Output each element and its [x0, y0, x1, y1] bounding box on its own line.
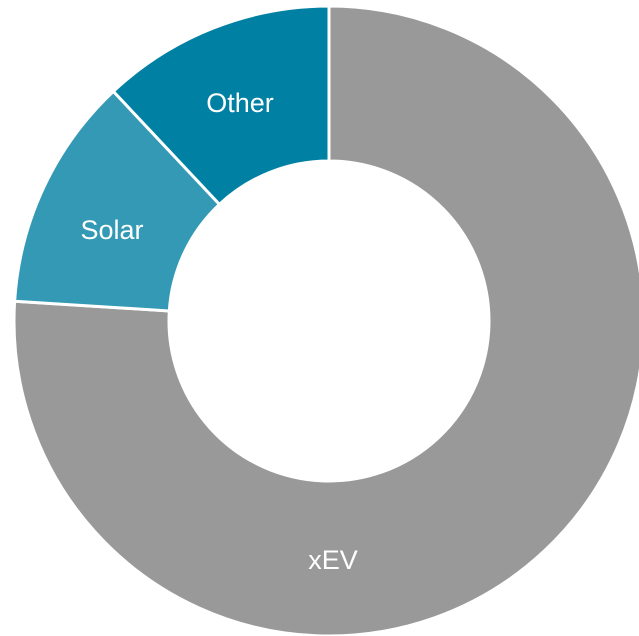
donut-slice: [111, 4, 331, 207]
slice-label: Solar: [80, 215, 143, 245]
slice-label: xEV: [308, 545, 358, 575]
donut-slice: [12, 4, 639, 636]
slice-label: Other: [206, 88, 274, 118]
donut-slice: [13, 89, 222, 313]
